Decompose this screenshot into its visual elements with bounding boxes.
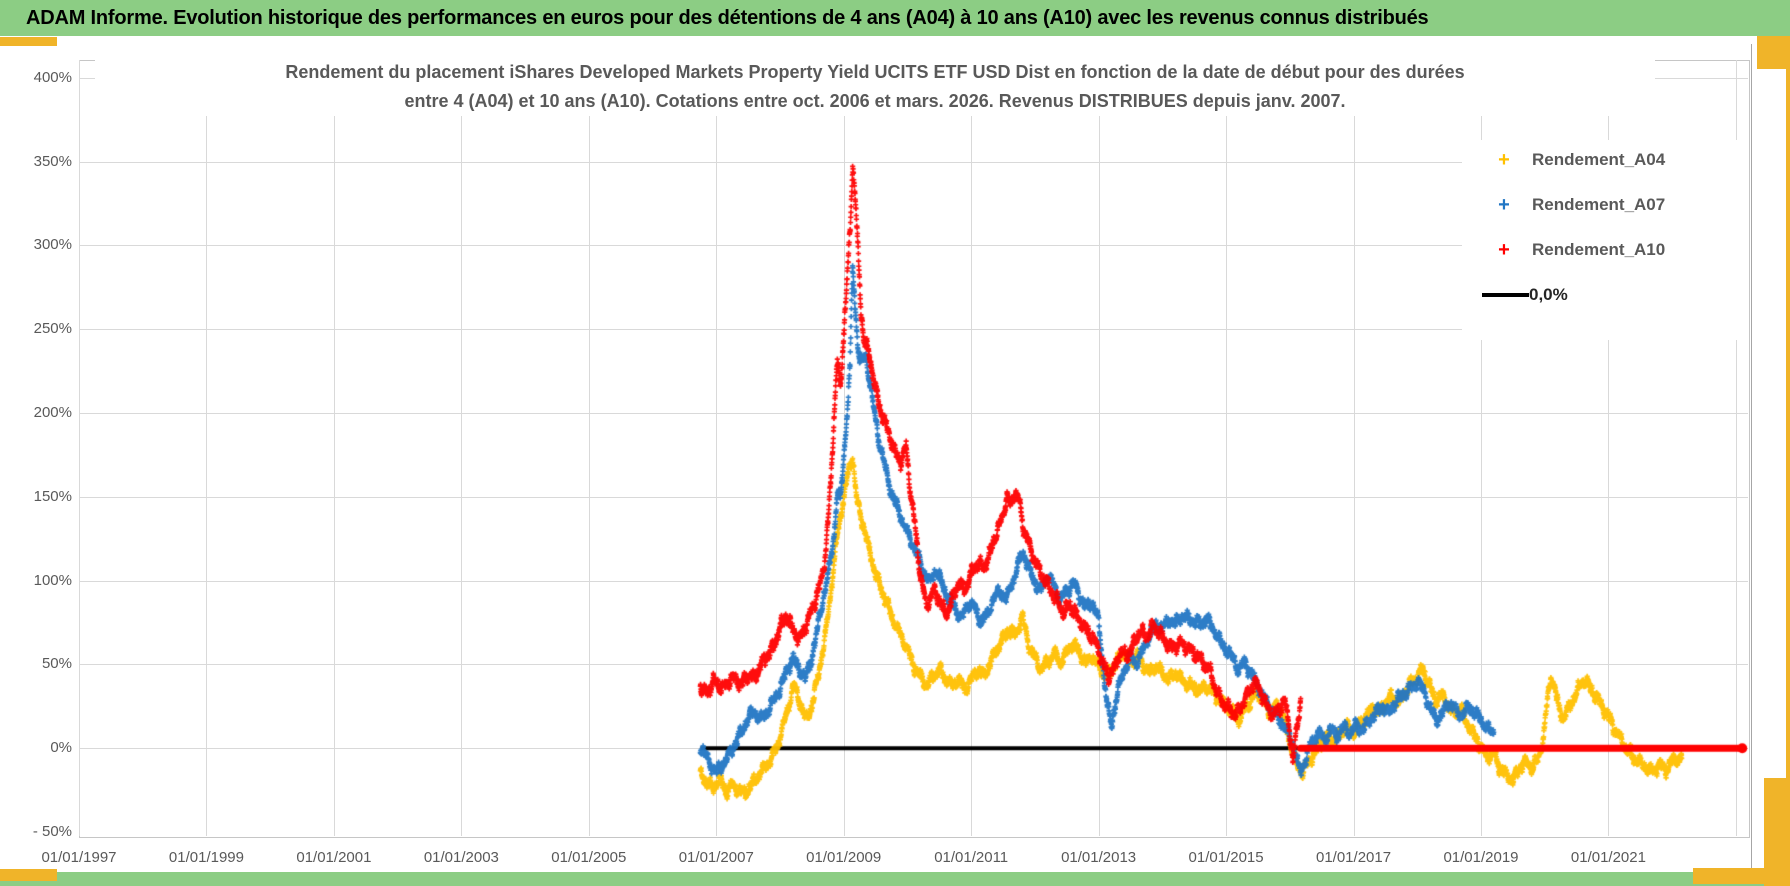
frame-bottom-right-yellow-bar [1693,868,1790,884]
legend-item-rendement-a07: + Rendement_A07 [1462,191,1748,221]
x-tick-label: 01/01/2011 [934,849,1009,866]
line-marker-icon [1482,293,1529,297]
frame-top-right-yellow [1757,36,1790,69]
y-tick-label: 300% [33,236,72,254]
chart-right-border-line [1751,44,1752,868]
x-tick-label: 01/01/2017 [1315,849,1392,866]
x-tick-label: 01/01/2015 [1188,849,1264,866]
chart-legend: + Rendement_A04 + Rendement_A07 + Rendement_A… [1462,140,1748,340]
y-tick-label: 400% [33,68,72,86]
x-tick-label: 01/01/2009 [806,849,882,866]
x-tick-label: 01/01/1999 [168,849,244,866]
x-tick-label: 01/01/2005 [551,849,627,866]
y-tick-label: 50% [41,655,72,673]
x-tick-label: 01/01/2003 [423,849,499,866]
frame-right-yellow-edge [1786,36,1790,886]
x-tick-label: 01/01/2013 [1061,849,1137,866]
legend-item-rendement-a10: + Rendement_A10 [1462,236,1748,266]
x-tick-label: 01/01/2021 [1570,849,1646,866]
legend-item-0-0-: 0,0% [1462,281,1748,311]
x-tick-label: 01/01/2019 [1443,849,1519,866]
legend-label: Rendement_A04 [1532,150,1666,169]
frame-bottom-left-yellow [0,869,57,881]
y-tick-label: 350% [33,152,72,170]
legend-label: Rendement_A10 [1532,240,1666,259]
plus-marker-icon: + [1498,149,1510,171]
frame-bottom-green-strip [0,872,1790,886]
x-tick-label: 01/01/2007 [678,849,754,866]
x-tick-label: 01/01/2001 [296,849,372,866]
y-tick-label: - 50% [32,822,72,840]
plus-marker-icon: + [1498,194,1510,216]
y-tick-label: 150% [33,487,72,505]
y-tick-label: 0% [50,739,72,757]
chart-title: Rendement du placement iShares Developed… [95,58,1655,116]
chart-title-line2: entre 4 (A04) et 10 ans (A10). Cotations… [404,91,1346,111]
y-tick-label: 200% [33,404,72,422]
plus-marker-icon: + [1498,239,1510,261]
legend-label: Rendement_A07 [1532,195,1666,214]
x-tick-label: 01/01/1997 [41,849,117,866]
legend-label: 0,0% [1529,285,1568,304]
chart-title-line1: Rendement du placement iShares Developed… [285,62,1465,82]
y-tick-label: 250% [33,320,72,338]
legend-item-rendement-a04: + Rendement_A04 [1462,146,1748,176]
frame-top-left-yellow [0,37,57,46]
y-tick-label: 100% [33,571,72,589]
